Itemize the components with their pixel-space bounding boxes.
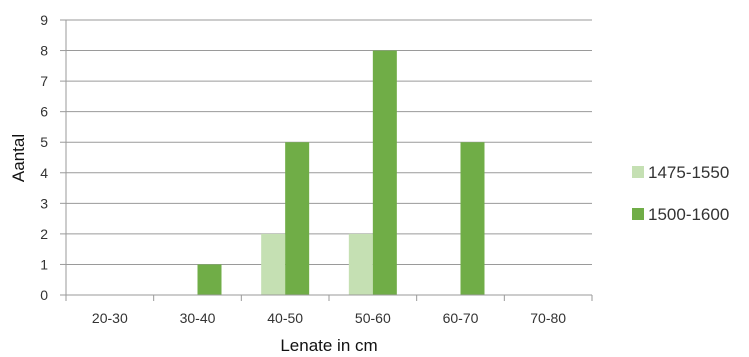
bar-1500-1600-30-40: [197, 264, 222, 295]
y-tick-label: 2: [40, 226, 48, 242]
y-tick-label: 8: [40, 43, 48, 59]
y-tick-label: 9: [40, 12, 48, 28]
bar-1500-1600-50-60: [372, 50, 397, 295]
x-tick-label: 40-50: [267, 310, 303, 326]
y-tick-label: 1: [40, 256, 48, 272]
x-tick-label: 70-80: [530, 310, 566, 326]
x-tick-labels: 20-30 30-40 40-50 50-60 60-70 70-80: [92, 310, 566, 326]
axes: [60, 19, 593, 301]
gridlines: [66, 19, 592, 265]
legend-swatch: [632, 166, 644, 178]
y-tick-label: 7: [40, 73, 48, 89]
y-tick-label: 3: [40, 195, 48, 211]
bar-1475-1550-40-50: [261, 233, 286, 295]
y-tick-labels: 0 1 2 3 4 5 6 7 8 9: [40, 12, 48, 303]
y-tick-label: 4: [40, 165, 48, 181]
x-axis-label: Lenate in cm: [280, 336, 377, 355]
x-tick-label: 50-60: [355, 310, 391, 326]
legend-label: 1475-1550: [648, 163, 729, 182]
legend-item: 1500-1600: [632, 205, 729, 224]
x-tick-label: 30-40: [180, 310, 216, 326]
bar-1475-1550-50-60: [348, 233, 373, 295]
y-tick-label: 5: [40, 134, 48, 150]
x-tick-label: 60-70: [443, 310, 479, 326]
y-axis-label: Aantal: [9, 134, 28, 182]
legend: 1475-1550 1500-1600: [632, 163, 729, 224]
x-tick-label: 20-30: [92, 310, 128, 326]
legend-label: 1500-1600: [648, 205, 729, 224]
legend-swatch: [632, 208, 644, 220]
legend-item: 1475-1550: [632, 163, 729, 182]
bar-1500-1600-60-70: [460, 142, 485, 295]
bar-1500-1600-40-50: [285, 142, 310, 295]
bars: [197, 50, 485, 295]
y-tick-label: 0: [40, 287, 48, 303]
y-tick-label: 6: [40, 104, 48, 120]
